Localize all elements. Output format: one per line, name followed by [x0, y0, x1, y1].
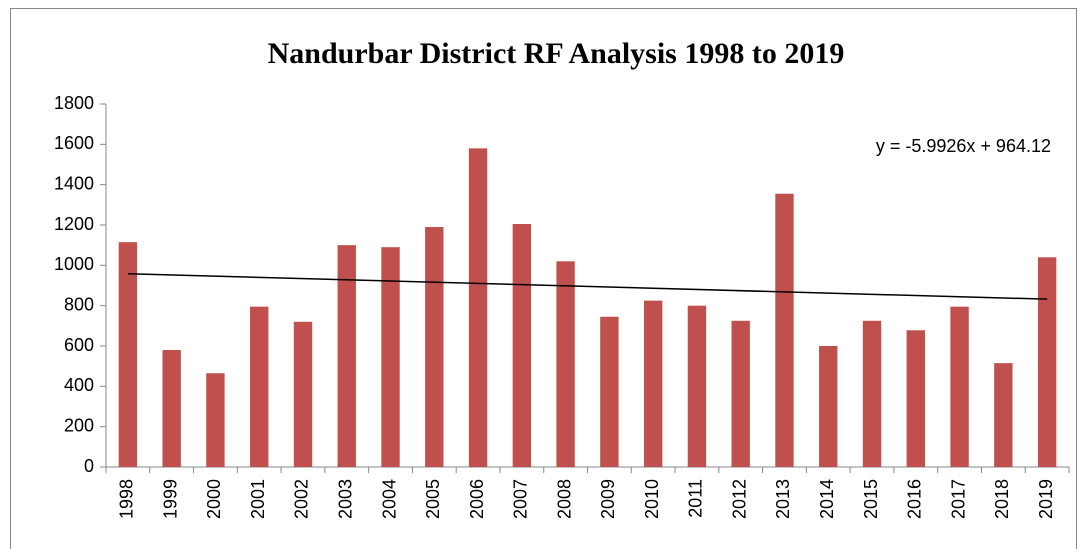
- trendline-label: y = -5.9926x + 964.12: [876, 136, 1051, 156]
- bar: [468, 148, 488, 467]
- bar: [1037, 257, 1057, 467]
- x-tick-label: 2005: [423, 479, 443, 519]
- bar: [906, 330, 925, 467]
- y-tick-label: 1200: [54, 214, 94, 234]
- bar: [250, 306, 269, 467]
- y-tick-label: 0: [84, 456, 94, 476]
- bar: [337, 245, 356, 467]
- y-tick-label: 1800: [54, 93, 94, 113]
- bar: [118, 242, 138, 467]
- bar: [643, 300, 663, 467]
- chart-frame: [10, 8, 1077, 549]
- chart-title: Nandurbar District RF Analysis 1998 to 2…: [268, 37, 845, 70]
- trendline: [127, 273, 1048, 300]
- bar: [293, 321, 313, 467]
- y-tick-label: 600: [64, 335, 94, 355]
- bar: [381, 247, 400, 467]
- x-tick-label: 2012: [729, 479, 749, 519]
- y-tick-label: 800: [64, 294, 94, 314]
- bar: [819, 346, 838, 467]
- x-tick-label: 2003: [336, 479, 356, 519]
- y-tick-label: 1400: [54, 173, 94, 193]
- x-tick-label: 2019: [1036, 479, 1056, 519]
- x-tick-label: 1999: [160, 479, 180, 519]
- x-tick-label: 2018: [992, 479, 1012, 519]
- y-tick-label: 1000: [54, 254, 94, 274]
- x-tick-label: 2014: [817, 479, 837, 519]
- x-tick-label: 2009: [598, 479, 618, 519]
- x-tick-label: 2004: [379, 479, 399, 519]
- bar: [162, 350, 181, 467]
- y-tick-label: 400: [64, 375, 94, 395]
- y-tick-label: 200: [64, 415, 94, 435]
- bar: [206, 373, 225, 467]
- bar: [862, 320, 882, 467]
- bar: [556, 261, 575, 467]
- bar: [994, 363, 1013, 467]
- x-tick-label: 2000: [204, 479, 224, 519]
- bar: [687, 305, 707, 467]
- y-tick-label: 1600: [54, 133, 94, 153]
- bar: [775, 193, 794, 467]
- bar: [512, 223, 532, 467]
- x-tick-label: 2008: [554, 479, 574, 519]
- bar: [600, 316, 619, 467]
- x-tick-label: 2017: [948, 479, 968, 519]
- x-tick-label: 2011: [686, 479, 706, 518]
- bar: [950, 306, 969, 467]
- x-tick-label: 2001: [248, 479, 268, 519]
- x-tick-label: 2007: [511, 479, 531, 519]
- x-tick-label: 2015: [861, 479, 881, 519]
- x-tick-label: 2006: [467, 479, 487, 519]
- x-tick-label: 2013: [773, 479, 793, 519]
- bar: [731, 320, 750, 467]
- x-tick-label: 1998: [117, 479, 137, 519]
- x-tick-label: 2010: [642, 479, 662, 519]
- x-tick-label: 2002: [292, 479, 312, 519]
- x-tick-label: 2016: [905, 479, 925, 519]
- bar: [425, 227, 444, 467]
